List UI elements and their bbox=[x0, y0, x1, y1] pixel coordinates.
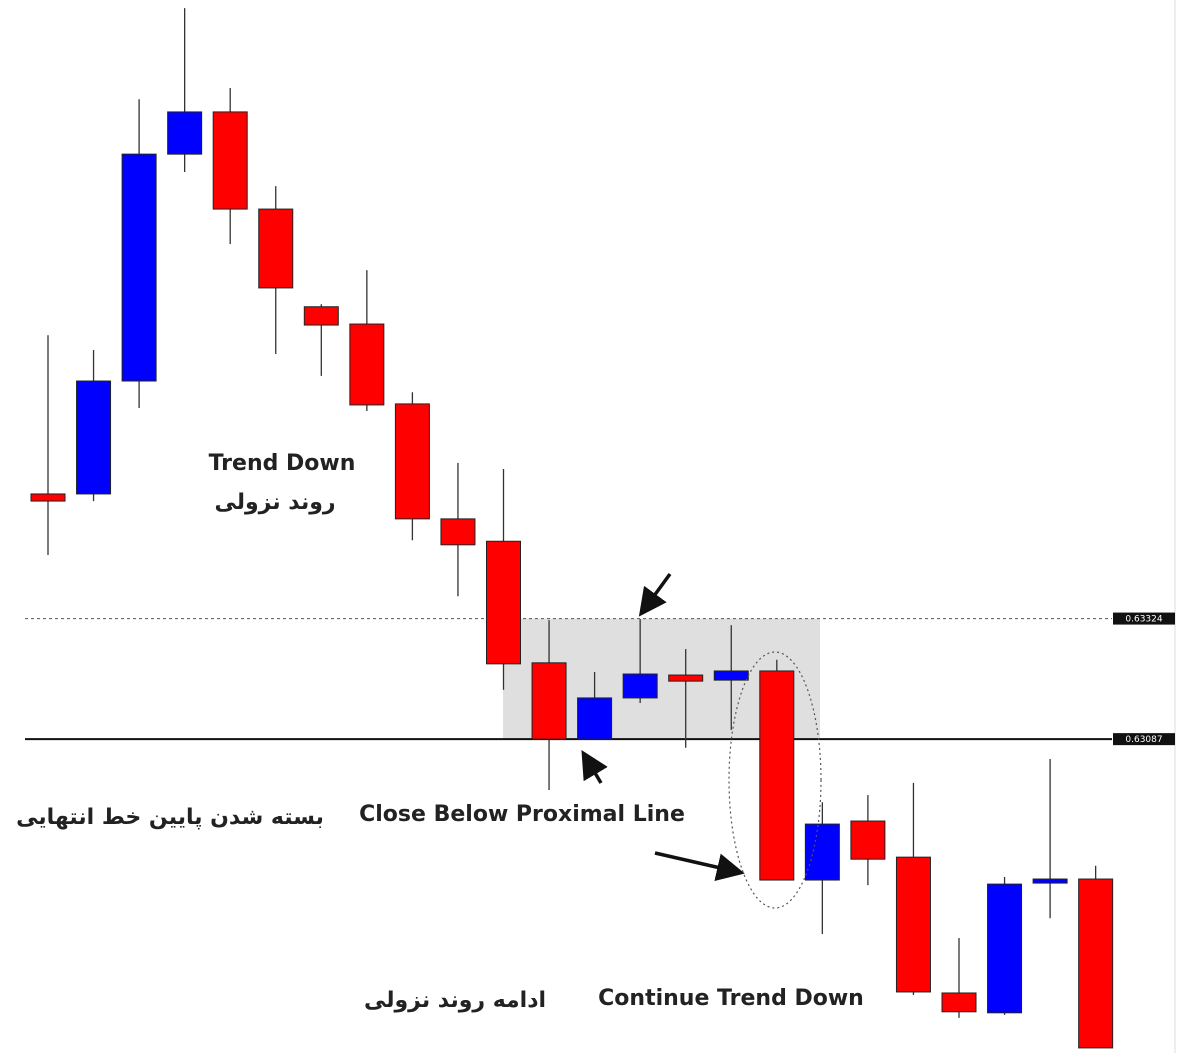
annotation: ادامه روند نزولی bbox=[364, 988, 546, 1013]
candle-body bbox=[850, 820, 886, 860]
candle-layer bbox=[30, 8, 1114, 1049]
candle-body bbox=[531, 662, 567, 740]
candle-body bbox=[759, 670, 795, 881]
candle-body bbox=[212, 111, 248, 210]
candle-body bbox=[1078, 878, 1114, 1049]
candle-body bbox=[895, 856, 931, 993]
annotation: Trend Down bbox=[209, 451, 356, 476]
level-label: 0.63324 bbox=[1125, 615, 1162, 625]
candle-body bbox=[987, 883, 1023, 1014]
candle-body bbox=[440, 518, 476, 546]
candle-body bbox=[622, 673, 658, 699]
annotation: بسته شدن پایین خط انتهایی bbox=[16, 805, 324, 830]
candle-body bbox=[668, 674, 704, 682]
candle-body bbox=[349, 323, 385, 406]
annotation: Close Below Proximal Line bbox=[359, 802, 685, 827]
candle-body bbox=[577, 697, 613, 740]
candle-body bbox=[1032, 878, 1068, 884]
candle-body bbox=[486, 540, 521, 665]
arrow bbox=[654, 851, 745, 881]
candle-body bbox=[76, 380, 112, 495]
arrow bbox=[638, 572, 672, 617]
candle-body bbox=[121, 153, 157, 382]
candle-body bbox=[30, 493, 66, 502]
candle-body bbox=[258, 208, 294, 289]
candle-body bbox=[804, 823, 840, 881]
candle-body bbox=[394, 403, 430, 520]
candle-body bbox=[303, 306, 339, 326]
level-layer: 0.63324 0.63087 bbox=[25, 612, 1175, 746]
candle-body bbox=[713, 670, 749, 681]
candle-body bbox=[941, 992, 977, 1013]
level-label-box bbox=[1113, 733, 1175, 746]
highlight-ellipse bbox=[728, 651, 822, 909]
candle-body bbox=[167, 111, 203, 155]
level-label: 0.63087 bbox=[1125, 735, 1162, 745]
level-label-box bbox=[1113, 612, 1175, 625]
annotation: روند نزولی bbox=[214, 490, 335, 515]
arrow bbox=[581, 749, 608, 784]
annotation: Continue Trend Down bbox=[598, 986, 864, 1011]
